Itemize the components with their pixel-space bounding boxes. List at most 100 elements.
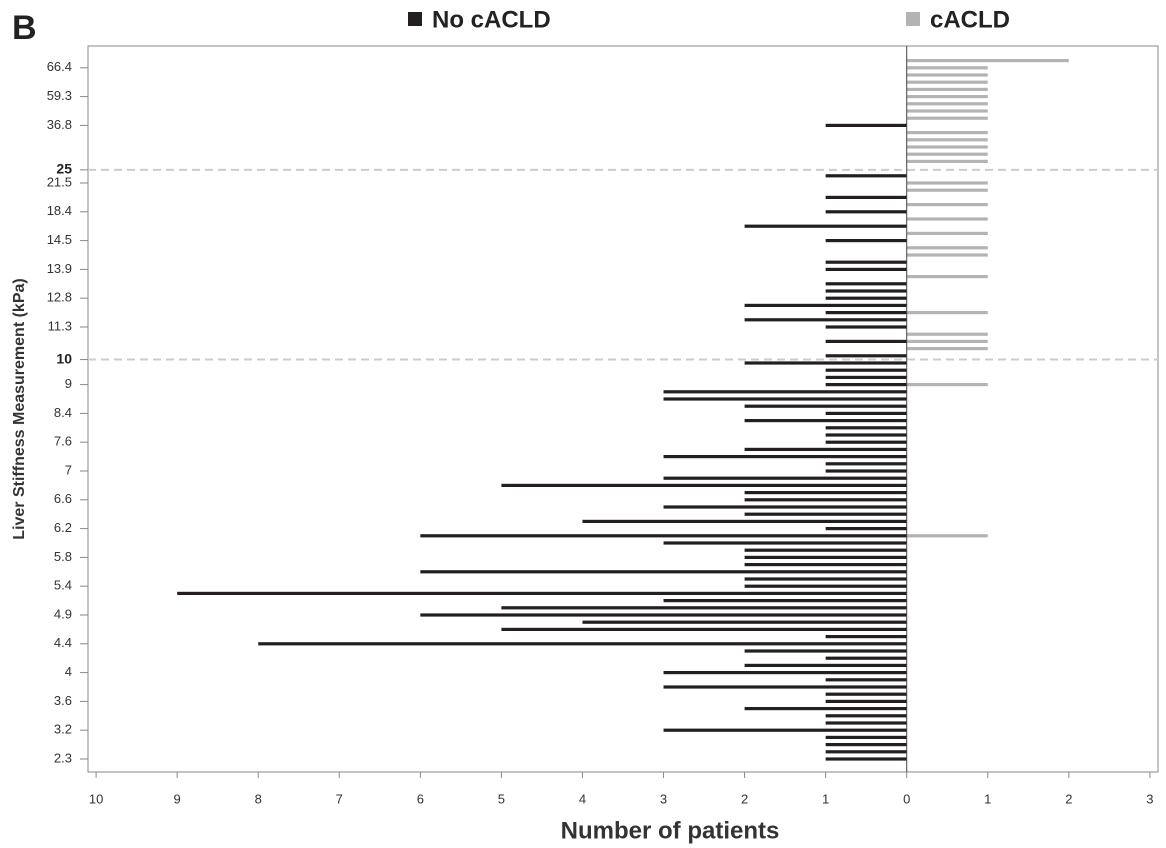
x-tick-label: 10 (89, 791, 103, 806)
bar (825, 699, 907, 703)
bar (906, 152, 988, 156)
bar (906, 217, 988, 221)
bar (906, 253, 988, 257)
x-tick-label: 0 (903, 791, 910, 806)
y-tick-label: 13.9 (47, 261, 72, 276)
y-tick-label: 6.2 (54, 520, 72, 535)
bar (825, 527, 907, 531)
bar (906, 102, 988, 106)
bar (663, 728, 907, 732)
bar (825, 426, 907, 430)
plot-frame (87, 45, 1159, 773)
bar (825, 339, 907, 343)
x-tick-label: 5 (498, 791, 505, 806)
bar (825, 174, 907, 178)
y-tick-label: 4 (65, 664, 72, 679)
bar (744, 584, 907, 588)
bar (825, 368, 907, 372)
reference-label: 10 (56, 350, 72, 366)
x-tick-label: 9 (174, 791, 181, 806)
x-tick-label: 1 (822, 791, 829, 806)
y-axis-title: Liver Stiffness Measurement (kPa) (11, 278, 28, 539)
bar (825, 411, 907, 415)
bar (177, 591, 907, 595)
bar (663, 685, 907, 689)
bar (825, 462, 907, 466)
bar (825, 433, 907, 437)
bar (906, 181, 988, 185)
reference-label: 25 (56, 161, 72, 177)
bar (906, 246, 988, 250)
bar (906, 80, 988, 84)
panel-label: B (12, 9, 37, 47)
bar (663, 671, 907, 675)
bar (825, 757, 907, 761)
x-tick-label: 2 (741, 791, 748, 806)
bar (906, 131, 988, 135)
bar (744, 404, 907, 408)
bar (663, 476, 907, 480)
y-tick-label: 66.4 (47, 59, 72, 74)
bar (825, 289, 907, 293)
bar (744, 491, 907, 495)
bar (582, 519, 907, 523)
bar (744, 512, 907, 516)
y-tick-label: 7 (65, 462, 72, 477)
legend-label: cACLD (930, 6, 1010, 33)
bar (906, 66, 988, 70)
bar (744, 563, 907, 567)
bar (906, 145, 988, 149)
y-tick-label: 5.8 (54, 549, 72, 564)
bar (663, 505, 907, 509)
x-tick-label: 3 (660, 791, 667, 806)
bar (663, 397, 907, 401)
bar (663, 541, 907, 545)
bar (906, 332, 988, 336)
legend-swatch (906, 12, 920, 26)
y-tick-label: 9 (65, 376, 72, 391)
bar (825, 714, 907, 718)
bar (744, 447, 907, 451)
bar (906, 347, 988, 351)
bar (744, 707, 907, 711)
bar (420, 570, 907, 574)
bar (501, 483, 907, 487)
bar (744, 361, 907, 365)
bar (420, 534, 907, 538)
y-tick-label: 4.9 (54, 606, 72, 621)
bar (906, 534, 988, 538)
bar (906, 339, 988, 343)
bar (906, 87, 988, 91)
y-tick-label: 5.4 (54, 578, 72, 593)
bar (825, 239, 907, 243)
bar (663, 599, 907, 603)
y-tick-label: 14.5 (47, 232, 72, 247)
bar (501, 606, 907, 610)
bar (906, 383, 988, 387)
bar (825, 743, 907, 747)
bar (744, 577, 907, 581)
bar (825, 440, 907, 444)
x-tick-label: 6 (417, 791, 424, 806)
bar (825, 656, 907, 660)
bar (906, 311, 988, 315)
y-tick-label: 21.5 (47, 174, 72, 189)
bar (744, 318, 907, 322)
bar (744, 649, 907, 653)
x-tick-label: 2 (1065, 791, 1072, 806)
y-tick-label: 3.2 (54, 722, 72, 737)
y-tick-label: 36.8 (47, 117, 72, 132)
bar (906, 275, 988, 279)
bar (906, 231, 988, 235)
bar (906, 138, 988, 142)
bar (906, 116, 988, 120)
bar (582, 620, 907, 624)
x-tick-label: 1 (984, 791, 991, 806)
bar (825, 383, 907, 387)
bar (825, 123, 907, 127)
bar (825, 678, 907, 682)
bar (825, 750, 907, 754)
bar (825, 354, 907, 358)
